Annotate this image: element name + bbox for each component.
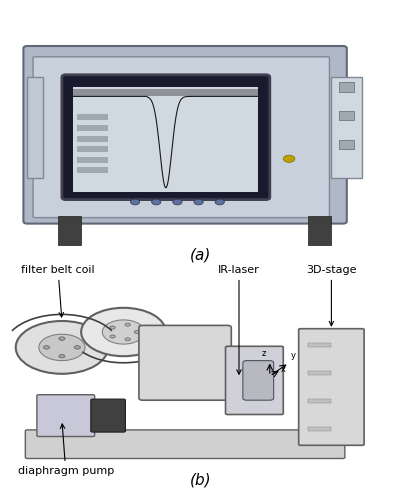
FancyBboxPatch shape: [225, 346, 283, 414]
FancyBboxPatch shape: [23, 46, 347, 224]
Circle shape: [81, 308, 166, 356]
Bar: [308, 398, 331, 403]
FancyBboxPatch shape: [25, 430, 345, 458]
FancyBboxPatch shape: [243, 360, 273, 400]
Bar: [339, 111, 354, 120]
Bar: [77, 125, 108, 131]
Bar: [331, 77, 362, 178]
Text: (a): (a): [190, 248, 211, 262]
Bar: [77, 114, 108, 120]
Text: z: z: [262, 349, 266, 358]
Circle shape: [215, 199, 225, 205]
Text: 3D-stage: 3D-stage: [306, 265, 356, 326]
Circle shape: [152, 199, 161, 205]
Text: IR-laser: IR-laser: [218, 265, 260, 374]
Bar: [308, 426, 331, 431]
FancyBboxPatch shape: [91, 399, 126, 432]
Circle shape: [102, 320, 145, 344]
Text: (b): (b): [190, 472, 211, 488]
Bar: [73, 87, 258, 192]
Circle shape: [59, 354, 65, 358]
Circle shape: [125, 323, 130, 326]
Circle shape: [110, 335, 115, 338]
FancyBboxPatch shape: [139, 326, 231, 400]
Bar: [77, 156, 108, 162]
Circle shape: [74, 346, 80, 349]
Circle shape: [283, 155, 295, 162]
Circle shape: [134, 330, 140, 334]
Bar: [308, 216, 331, 245]
Bar: [77, 167, 108, 173]
Circle shape: [130, 199, 140, 205]
Circle shape: [173, 199, 182, 205]
Bar: [77, 136, 108, 141]
Bar: [339, 82, 354, 92]
Bar: [27, 77, 43, 178]
FancyBboxPatch shape: [37, 394, 95, 436]
FancyBboxPatch shape: [62, 75, 270, 200]
Text: x: x: [281, 364, 286, 374]
Circle shape: [110, 326, 115, 329]
Circle shape: [194, 199, 203, 205]
Circle shape: [125, 338, 130, 341]
Circle shape: [59, 337, 65, 340]
Text: filter belt coil: filter belt coil: [21, 265, 95, 317]
Bar: [308, 343, 331, 347]
Text: diaphragm pump: diaphragm pump: [18, 424, 114, 476]
Text: y: y: [290, 352, 296, 360]
Circle shape: [43, 346, 50, 349]
Bar: [73, 89, 258, 96]
FancyBboxPatch shape: [299, 328, 364, 446]
Circle shape: [16, 321, 108, 374]
FancyBboxPatch shape: [33, 57, 330, 218]
Bar: [77, 146, 108, 152]
Circle shape: [39, 334, 85, 360]
Bar: [308, 371, 331, 376]
Bar: [58, 216, 81, 245]
Bar: [339, 140, 354, 149]
